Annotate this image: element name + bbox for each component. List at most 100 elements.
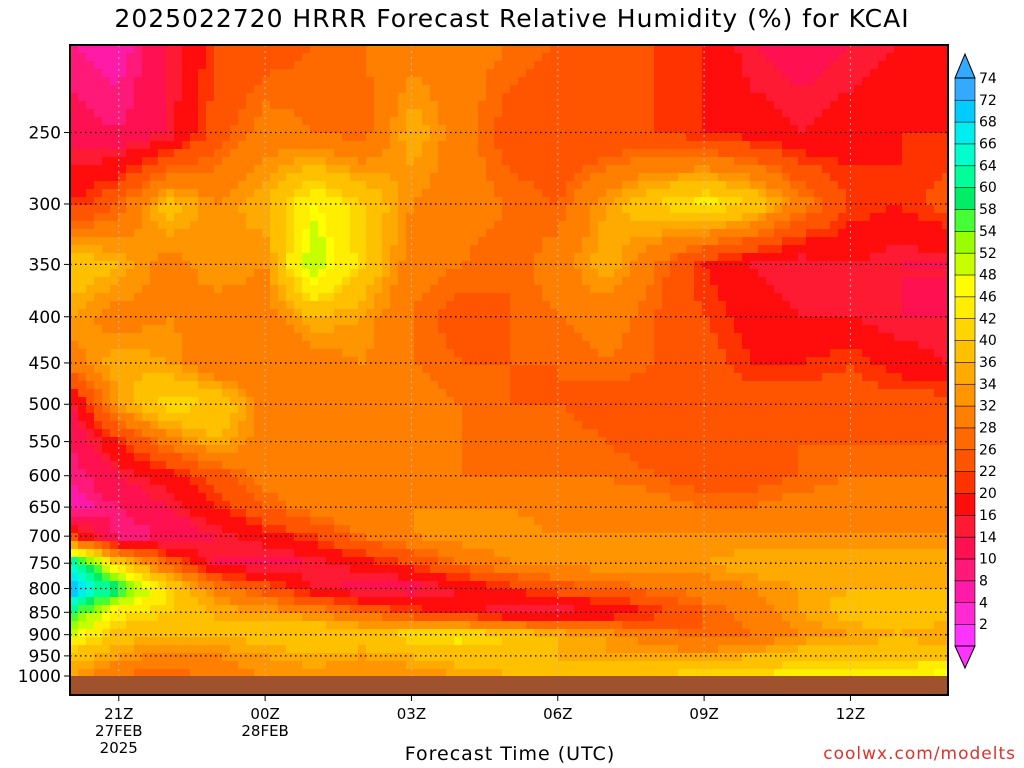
heatmap-cell	[558, 389, 567, 398]
heatmap-cell	[854, 229, 863, 238]
heatmap-cell	[702, 117, 711, 126]
heatmap-cell	[902, 325, 911, 334]
heatmap-cell	[886, 181, 895, 190]
heatmap-cell	[814, 213, 823, 222]
heatmap-cell	[270, 389, 279, 398]
heatmap-cell	[222, 133, 231, 142]
heatmap-cell	[350, 157, 359, 166]
heatmap-cell	[150, 253, 159, 262]
heatmap-cell	[126, 61, 135, 70]
heatmap-cell	[902, 269, 911, 278]
heatmap-cell	[758, 53, 767, 62]
heatmap-cell	[166, 141, 175, 150]
heatmap-cell	[182, 317, 191, 326]
heatmap-cell	[774, 101, 783, 110]
heatmap-cell	[198, 165, 207, 174]
heatmap-cell	[358, 69, 367, 78]
heatmap-cell	[686, 229, 695, 238]
heatmap-cell	[670, 221, 679, 230]
heatmap-cell	[646, 381, 655, 390]
heatmap-cell	[654, 325, 663, 334]
heatmap-cell	[214, 133, 223, 142]
heatmap-cell	[382, 157, 391, 166]
heatmap-cell	[86, 93, 95, 102]
heatmap-cell	[358, 213, 367, 222]
heatmap-cell	[662, 61, 671, 70]
heatmap-cell	[190, 253, 199, 262]
heatmap-cell	[774, 309, 783, 318]
heatmap-cell	[374, 149, 383, 158]
heatmap-cell	[230, 405, 239, 414]
heatmap-cell	[326, 189, 335, 198]
heatmap-cell	[158, 133, 167, 142]
heatmap-cell	[238, 189, 247, 198]
heatmap-cell	[302, 141, 311, 150]
heatmap-cell	[198, 117, 207, 126]
heatmap-cell	[838, 301, 847, 310]
heatmap-cell	[630, 269, 639, 278]
heatmap-cell	[630, 141, 639, 150]
heatmap-cell	[830, 125, 839, 134]
heatmap-cell	[302, 53, 311, 62]
heatmap-cell	[462, 357, 471, 366]
heatmap-cell	[710, 269, 719, 278]
heatmap-cell	[918, 285, 927, 294]
heatmap-cell	[470, 149, 479, 158]
heatmap-cell	[214, 157, 223, 166]
heatmap-cell	[590, 253, 599, 262]
heatmap-cell	[246, 101, 255, 110]
heatmap-cell	[934, 53, 943, 62]
heatmap-cell	[86, 277, 95, 286]
heatmap-cell	[438, 197, 447, 206]
heatmap-cell	[462, 341, 471, 350]
heatmap-cell	[230, 333, 239, 342]
heatmap-cell	[102, 293, 111, 302]
heatmap-cell	[150, 333, 159, 342]
heatmap-cell	[246, 205, 255, 214]
heatmap-cell	[534, 349, 543, 358]
heatmap-cell	[598, 173, 607, 182]
heatmap-cell	[446, 285, 455, 294]
heatmap-cell	[102, 301, 111, 310]
heatmap-cell	[174, 229, 183, 238]
heatmap-cell	[238, 245, 247, 254]
heatmap-cell	[422, 197, 431, 206]
heatmap-cell	[558, 245, 567, 254]
heatmap-cell	[566, 189, 575, 198]
heatmap-cell	[798, 237, 807, 246]
heatmap-cell	[902, 157, 911, 166]
heatmap-cell	[550, 357, 559, 366]
heatmap-cell	[934, 117, 943, 126]
heatmap-cell	[414, 149, 423, 158]
heatmap-cell	[654, 197, 663, 206]
heatmap-cell	[214, 213, 223, 222]
heatmap-cell	[878, 277, 887, 286]
heatmap-cell	[78, 277, 87, 286]
heatmap-cell	[318, 317, 327, 326]
heatmap-cell	[278, 181, 287, 190]
heatmap-cell	[222, 53, 231, 62]
heatmap-cell	[510, 109, 519, 118]
heatmap-cell	[694, 357, 703, 366]
heatmap-cell	[318, 181, 327, 190]
heatmap-cell	[694, 125, 703, 134]
heatmap-cell	[934, 301, 943, 310]
heatmap-cell	[94, 149, 103, 158]
heatmap-cell	[798, 277, 807, 286]
heatmap-cell	[678, 373, 687, 382]
heatmap-cell	[798, 197, 807, 206]
heatmap-cell	[814, 349, 823, 358]
heatmap-cell	[862, 333, 871, 342]
heatmap-cell	[398, 133, 407, 142]
heatmap-cell	[926, 277, 935, 286]
heatmap-cell	[542, 109, 551, 118]
heatmap-cell	[438, 45, 447, 54]
heatmap-cell	[606, 173, 615, 182]
heatmap-cell	[358, 149, 367, 158]
heatmap-cell	[870, 301, 879, 310]
heatmap-cell	[326, 269, 335, 278]
heatmap-cell	[558, 157, 567, 166]
heatmap-cell	[390, 373, 399, 382]
heatmap-cell	[678, 69, 687, 78]
heatmap-cell	[710, 397, 719, 406]
